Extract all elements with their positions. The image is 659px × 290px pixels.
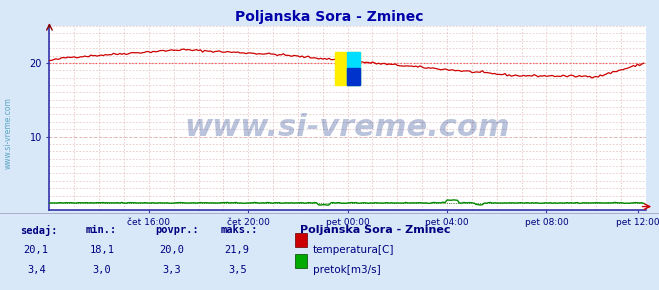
Text: min.:: min.: (86, 225, 117, 235)
Text: 20,0: 20,0 (159, 245, 184, 255)
Text: 20,1: 20,1 (24, 245, 49, 255)
Text: www.si-vreme.com: www.si-vreme.com (185, 113, 511, 142)
Text: www.si-vreme.com: www.si-vreme.com (3, 97, 13, 169)
Text: 18,1: 18,1 (90, 245, 115, 255)
Text: 3,3: 3,3 (162, 265, 181, 275)
Text: 21,9: 21,9 (225, 245, 250, 255)
Text: pretok[m3/s]: pretok[m3/s] (313, 265, 381, 275)
Text: Poljanska Sora - Zminec: Poljanska Sora - Zminec (300, 225, 450, 235)
Text: 3,5: 3,5 (228, 265, 246, 275)
Text: Poljanska Sora - Zminec: Poljanska Sora - Zminec (235, 10, 424, 24)
Text: 3,0: 3,0 (93, 265, 111, 275)
Text: povpr.:: povpr.: (155, 225, 198, 235)
Bar (347, 52, 360, 85)
Text: temperatura[C]: temperatura[C] (313, 245, 395, 255)
Bar (335, 52, 360, 85)
Text: maks.:: maks.: (221, 225, 258, 235)
Text: sedaj:: sedaj: (20, 225, 57, 236)
Text: 3,4: 3,4 (27, 265, 45, 275)
Bar (347, 68, 360, 85)
